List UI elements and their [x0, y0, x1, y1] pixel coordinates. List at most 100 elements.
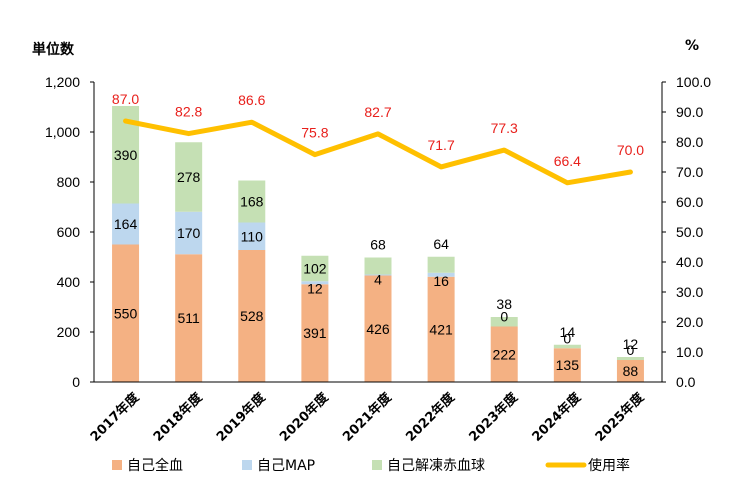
- bar-2-6: [427, 272, 455, 277]
- segment-label: 222: [493, 346, 517, 362]
- y-right-tick-label: 100.0: [676, 74, 711, 90]
- bar-1-7: [490, 326, 518, 382]
- y-right-tick-label: 60.0: [676, 194, 703, 210]
- usage-rate-line: [123, 118, 633, 186]
- rate-label: 70.0: [617, 142, 644, 158]
- segment-label: 16: [433, 273, 449, 289]
- bar-3-8: [553, 344, 581, 349]
- bar-1-3: [238, 250, 266, 382]
- y-left-tick-label: 1,000: [45, 124, 80, 140]
- bar-2-1: [112, 203, 140, 245]
- bar-1-5: [364, 275, 392, 382]
- segment-label: 135: [556, 357, 580, 373]
- rate-label: 75.8: [301, 125, 328, 141]
- segment-label: 391: [303, 325, 327, 341]
- segment-label: 170: [177, 225, 201, 241]
- y-left-tick-label: 600: [57, 224, 81, 240]
- segment-label: 528: [240, 308, 264, 324]
- x-tick-label: 2025年度: [592, 389, 648, 445]
- bar-2-4: [301, 281, 329, 285]
- segment-label: 68: [370, 237, 386, 253]
- bar-3-3: [238, 180, 266, 223]
- legend-label: 自己全血: [127, 457, 183, 474]
- segment-label: 511: [178, 310, 201, 326]
- segment-label: 421: [429, 321, 453, 337]
- segment-label: 0: [500, 309, 508, 325]
- y-left-tick-label: 400: [57, 274, 81, 290]
- y-right-tick-label: 70.0: [676, 164, 703, 180]
- bar-1-1: [112, 244, 140, 382]
- segment-label: 38: [496, 296, 512, 312]
- y-right-tick-label: 50.0: [676, 224, 703, 240]
- y-right-tick-label: 20.0: [676, 314, 703, 330]
- y-right-tick-label: 40.0: [676, 254, 703, 270]
- rate-labels: 87.0 82.8 86.6 75.8 82.7 71.7 77.3 66.4 70.0: [112, 91, 644, 169]
- rate-label: 82.8: [175, 104, 202, 120]
- bar-3-5: [364, 257, 392, 275]
- bar-3-9: [616, 357, 644, 360]
- x-tick-label: 2019年度: [213, 389, 269, 445]
- segment-label: 390: [114, 147, 138, 163]
- x-tick-label: 2017年度: [87, 389, 143, 445]
- legend-swatch-2: [242, 460, 252, 470]
- bar-3-7: [490, 317, 518, 327]
- bar-2-2: [175, 211, 203, 255]
- rate-label: 71.7: [427, 137, 454, 153]
- y-left-tick-label: 1,200: [45, 74, 80, 90]
- segment-label: 64: [433, 236, 449, 252]
- x-tick-label: 2020年度: [276, 389, 332, 445]
- x-tick-label: 2023年度: [466, 389, 522, 445]
- legend-swatch-3: [372, 460, 382, 470]
- bar-1-9: [616, 360, 644, 382]
- bar-1-2: [175, 254, 203, 382]
- bars: [112, 106, 644, 382]
- y-left-tick-label: 0: [72, 374, 80, 390]
- rate-label: 86.6: [238, 92, 265, 108]
- x-tick-label: 2024年度: [529, 389, 585, 445]
- y-left-ticks: 0 200 400 600 800 1,000 1,200: [45, 74, 94, 390]
- legend: 自己全血 自己MAP 自己解凍赤血球 使用率: [112, 457, 630, 474]
- x-ticks: 2017年度 2018年度 2019年度 2020年度 2021年度 2022年度 2023…: [87, 389, 648, 445]
- rate-label: 82.7: [364, 104, 391, 120]
- x-tick-label: 2018年度: [150, 389, 206, 445]
- y-right-tick-label: 30.0: [676, 284, 703, 300]
- y-right-title: %: [685, 38, 699, 54]
- segment-label: 168: [240, 194, 264, 210]
- segment-label: 278: [177, 169, 201, 185]
- bar-1-8: [553, 348, 581, 382]
- legend-swatch-1: [112, 460, 122, 470]
- segment-label: 0: [563, 330, 571, 346]
- segment-label: 12: [623, 336, 639, 352]
- y-right-tick-label: 80.0: [676, 134, 703, 150]
- y-left-tick-label: 200: [57, 324, 81, 340]
- bar-3-4: [301, 255, 329, 282]
- segment-label: 102: [303, 261, 327, 277]
- legend-label: 使用率: [588, 457, 630, 474]
- bar-2-5: [364, 274, 392, 276]
- segment-label: 426: [366, 321, 390, 337]
- legend-label: 自己解凍赤血球: [387, 458, 485, 474]
- segment-label: 12: [307, 280, 323, 296]
- bar-2-3: [238, 222, 266, 250]
- y-right-tick-label: 0.0: [676, 374, 696, 390]
- segment-label: 164: [114, 216, 138, 232]
- segment-label: 550: [114, 305, 138, 321]
- bar-1-4: [301, 284, 329, 382]
- segment-labels: 550 164 390 511 170 278 528 110 168 391 12 102 426 4 6…: [114, 147, 639, 379]
- y-left-tick-label: 800: [57, 174, 81, 190]
- y-right-ticks: 0.0 10.0 20.0 30.0 40.0 50.0 60.0 70.0 80.0 90.0 1…: [662, 74, 711, 390]
- x-tick-label: 2021年度: [340, 389, 396, 445]
- segment-label: 14: [560, 324, 576, 340]
- bar-3-2: [175, 142, 203, 212]
- rate-label: 77.3: [491, 120, 518, 136]
- segment-label: 4: [374, 272, 382, 288]
- bar-3-6: [427, 256, 455, 273]
- y-right-tick-label: 10.0: [676, 344, 703, 360]
- legend-label: 自己MAP: [257, 458, 315, 474]
- rate-label: 87.0: [112, 91, 139, 107]
- x-tick-label: 2022年度: [403, 389, 459, 445]
- y-left-title: 単位数: [32, 41, 75, 58]
- segment-label: 110: [241, 228, 264, 244]
- bar-1-6: [427, 276, 455, 382]
- rate-label: 66.4: [554, 153, 581, 169]
